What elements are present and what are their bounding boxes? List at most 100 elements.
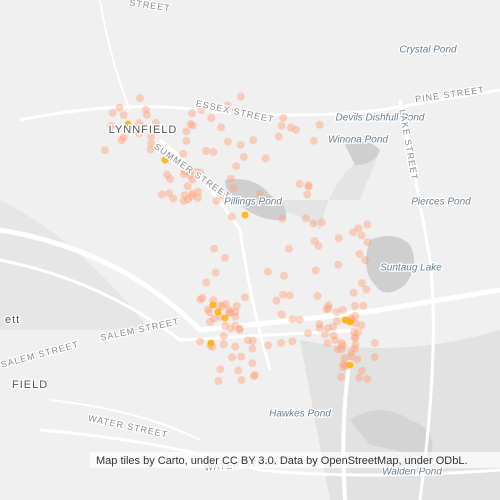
marker xyxy=(221,314,229,322)
marker-glow xyxy=(277,338,286,347)
marker-glow xyxy=(340,354,349,363)
marker-glow xyxy=(349,228,358,237)
marker-glow xyxy=(278,290,287,299)
marker-glow xyxy=(163,170,172,179)
marker-glow xyxy=(231,108,240,117)
marker-glow xyxy=(351,301,360,310)
marker-glow xyxy=(357,231,366,240)
marker-glow xyxy=(249,372,258,381)
marker-glow xyxy=(333,345,342,354)
marker-glow xyxy=(357,321,366,330)
marker-glow xyxy=(288,315,297,324)
marker-glow xyxy=(357,279,366,288)
marker-glow xyxy=(225,306,234,315)
marker-glow xyxy=(135,94,144,103)
marker-glow xyxy=(351,311,360,320)
marker-glow xyxy=(179,170,188,179)
map-label: Hawkes Pond xyxy=(269,409,331,420)
marker-glow xyxy=(231,342,240,351)
marker xyxy=(129,123,137,131)
marker-glow xyxy=(235,325,244,334)
marker-glow xyxy=(212,196,221,205)
marker-glow xyxy=(182,127,191,136)
marker-glow xyxy=(351,340,360,349)
marker-glow xyxy=(232,301,241,310)
marker-glow xyxy=(232,162,241,171)
map-label: Walden Pond xyxy=(382,467,442,478)
marker-glow xyxy=(248,336,257,345)
marker-glow xyxy=(135,119,144,128)
marker-glow xyxy=(219,340,228,349)
marker-glow xyxy=(350,333,359,342)
marker-glow xyxy=(218,191,227,200)
marker-glow xyxy=(248,344,257,353)
marker-glow xyxy=(339,362,348,371)
marker-glow xyxy=(288,337,297,346)
marker-glow xyxy=(188,121,197,130)
marker-glow xyxy=(225,308,234,317)
marker-glow xyxy=(192,168,201,177)
marker-glow xyxy=(347,348,356,357)
marker-glow xyxy=(310,236,319,245)
marker-glow xyxy=(304,181,313,190)
marker-glow xyxy=(357,366,366,375)
marker-glow xyxy=(186,120,195,129)
marker-glow xyxy=(147,132,156,141)
marker-glow xyxy=(141,105,150,114)
marker-glow xyxy=(227,212,236,221)
location-markers xyxy=(101,92,379,386)
marker-glow xyxy=(188,109,197,118)
marker-glow xyxy=(334,234,343,243)
marker xyxy=(209,301,217,309)
marker-glow xyxy=(264,341,273,350)
marker-glow xyxy=(147,139,156,148)
marker-glow xyxy=(223,101,232,110)
map-label: Suntaug Lake xyxy=(380,263,442,274)
marker-glow xyxy=(332,317,341,326)
marker-glow xyxy=(107,121,116,130)
marker-glow xyxy=(137,122,146,131)
marker-glow xyxy=(196,168,205,177)
marker-glow xyxy=(359,301,368,310)
marker-glow xyxy=(188,189,197,198)
marker-glow xyxy=(223,137,232,146)
marker-glow xyxy=(280,271,289,280)
marker-glow xyxy=(231,321,240,330)
marker xyxy=(161,156,169,164)
marker-glow xyxy=(207,113,216,122)
marker-glow xyxy=(363,220,372,229)
marker-glow xyxy=(314,241,323,250)
marker-glow xyxy=(239,152,248,161)
marker-glow xyxy=(231,307,240,316)
marker-glow xyxy=(243,336,252,345)
marker-glow xyxy=(351,319,360,328)
marker-glow xyxy=(214,377,223,386)
marker-glow xyxy=(101,146,110,155)
marker-glow xyxy=(349,327,358,336)
marker-glow xyxy=(353,355,362,364)
marker-glow xyxy=(322,305,331,314)
marker-glow xyxy=(295,179,304,188)
marker-glow xyxy=(324,304,333,313)
marker-glow xyxy=(250,371,259,380)
marker-glow xyxy=(317,218,326,227)
marker xyxy=(207,339,215,347)
marker-glow xyxy=(211,268,220,277)
marker-glow xyxy=(324,301,333,310)
marker-glow xyxy=(279,113,288,122)
map-label: LYNNFIELD xyxy=(109,124,178,136)
marker-glow xyxy=(304,329,313,338)
marker-glow xyxy=(202,147,211,156)
marker-glow xyxy=(248,359,257,368)
marker-glow xyxy=(240,293,249,302)
marker-glow xyxy=(209,147,218,156)
marker-glow xyxy=(315,320,324,329)
marker-glow xyxy=(337,339,346,348)
marker-glow xyxy=(363,374,372,383)
marker-glow xyxy=(187,192,196,201)
marker-glow xyxy=(361,256,370,265)
marker-glow xyxy=(151,118,160,127)
marker-glow xyxy=(179,149,188,158)
marker-glow xyxy=(315,323,324,332)
